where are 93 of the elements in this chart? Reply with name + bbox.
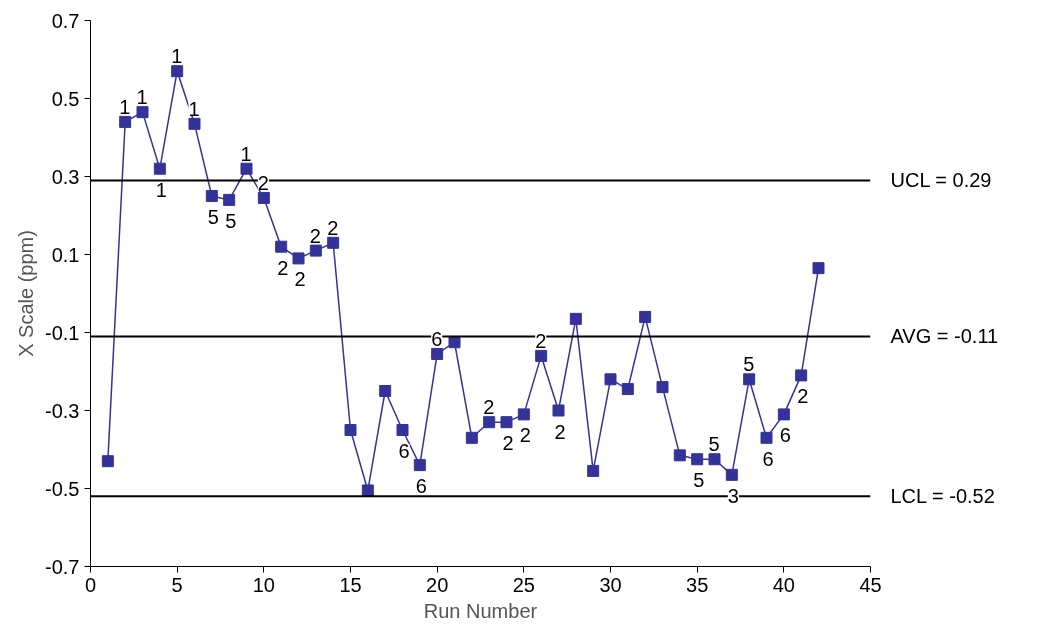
point bbox=[500, 416, 513, 429]
point bbox=[275, 240, 288, 253]
annotation: 2 bbox=[502, 432, 514, 455]
x-tick-label: 10 bbox=[252, 573, 275, 596]
point bbox=[604, 373, 617, 386]
point bbox=[413, 459, 426, 472]
ref-line-label: LCL = -0.52 bbox=[890, 485, 995, 508]
point bbox=[327, 236, 340, 249]
point bbox=[240, 162, 253, 175]
x-tick-label: 25 bbox=[512, 573, 535, 596]
annotation: 5 bbox=[207, 206, 219, 228]
point bbox=[188, 117, 201, 130]
point bbox=[725, 468, 738, 481]
annotation: 2 bbox=[257, 171, 269, 194]
point bbox=[379, 385, 392, 397]
point bbox=[344, 424, 357, 436]
y-tick-label: -0.1 bbox=[45, 321, 80, 344]
point bbox=[119, 115, 132, 128]
point bbox=[621, 383, 634, 396]
annotation: 1 bbox=[136, 86, 148, 109]
point bbox=[153, 162, 166, 175]
point bbox=[483, 416, 496, 429]
point bbox=[205, 190, 218, 202]
y-tick-label: -0.5 bbox=[45, 477, 80, 500]
annotation: 1 bbox=[119, 95, 131, 118]
x-tick-label: 45 bbox=[859, 573, 882, 596]
x-tick-label: 20 bbox=[426, 573, 449, 596]
point bbox=[465, 431, 478, 444]
point bbox=[101, 455, 114, 468]
y-axis-title: X Scale (ppm) bbox=[15, 230, 38, 357]
point bbox=[743, 373, 756, 386]
annotation: 1 bbox=[155, 178, 167, 201]
annotation: 6 bbox=[398, 440, 410, 462]
annotation: 2 bbox=[554, 420, 566, 443]
annotation: 2 bbox=[309, 224, 321, 247]
point bbox=[309, 244, 322, 257]
annotation: 1 bbox=[171, 45, 183, 68]
y-tick-label: 0.7 bbox=[51, 9, 80, 32]
point bbox=[552, 404, 565, 417]
annotation: 5 bbox=[708, 433, 720, 456]
point bbox=[760, 431, 773, 444]
point bbox=[171, 65, 184, 78]
annotation: 2 bbox=[519, 424, 531, 447]
point bbox=[777, 408, 790, 421]
y-tick-label: -0.7 bbox=[45, 555, 80, 578]
point bbox=[639, 310, 652, 323]
x-tick-label: 30 bbox=[599, 573, 622, 596]
point bbox=[361, 484, 374, 497]
ref-line-label: UCL = 0.29 bbox=[890, 169, 992, 192]
ref-line-label: AVG = -0.11 bbox=[890, 325, 999, 348]
annotation: 5 bbox=[225, 209, 237, 232]
x-tick-label: 5 bbox=[171, 573, 183, 596]
annotation: 1 bbox=[240, 142, 252, 165]
x-tick-label: 15 bbox=[339, 573, 362, 596]
point bbox=[517, 408, 530, 421]
annotation: 2 bbox=[535, 329, 547, 352]
point bbox=[257, 191, 270, 204]
annotation: 6 bbox=[415, 475, 427, 498]
point bbox=[448, 336, 461, 349]
annotation: 6 bbox=[779, 424, 791, 447]
point bbox=[656, 381, 669, 394]
point bbox=[396, 424, 409, 436]
annotation: 1 bbox=[188, 97, 200, 120]
point bbox=[708, 453, 721, 466]
annotation: 2 bbox=[483, 396, 495, 419]
point bbox=[223, 193, 236, 206]
point bbox=[795, 369, 808, 382]
y-tick-label: 0.1 bbox=[51, 243, 80, 266]
annotation: 2 bbox=[277, 256, 289, 279]
y-tick-label: -0.3 bbox=[45, 399, 80, 422]
annotation: 6 bbox=[762, 447, 774, 470]
annotation: 2 bbox=[327, 216, 339, 239]
point bbox=[431, 347, 444, 360]
annotation: 2 bbox=[797, 385, 809, 408]
x-tick-label: 40 bbox=[772, 573, 795, 596]
point bbox=[569, 312, 582, 325]
point bbox=[587, 464, 600, 477]
annotation: 3 bbox=[727, 484, 739, 507]
point bbox=[535, 349, 548, 362]
y-tick-label: 0.3 bbox=[51, 165, 80, 188]
point bbox=[136, 106, 149, 119]
annotation: 5 bbox=[693, 469, 705, 492]
annotation: 2 bbox=[294, 268, 306, 291]
point bbox=[673, 449, 686, 462]
x-axis-title: Run Number bbox=[423, 599, 538, 622]
point bbox=[292, 252, 305, 265]
x-tick-label: 35 bbox=[686, 573, 709, 596]
annotation: 5 bbox=[743, 353, 755, 376]
point bbox=[691, 453, 704, 466]
y-tick-label: 0.5 bbox=[51, 87, 80, 110]
point bbox=[812, 262, 825, 275]
x-tick-label: 0 bbox=[84, 573, 97, 596]
annotation: 6 bbox=[431, 327, 443, 350]
